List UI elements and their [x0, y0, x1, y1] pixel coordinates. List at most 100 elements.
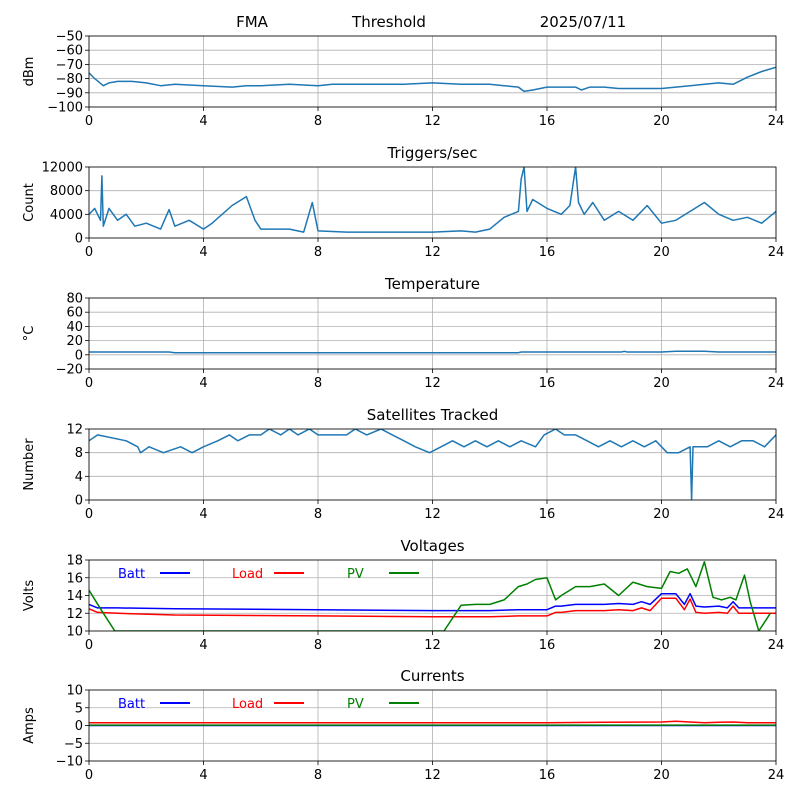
- series-line-2: [89, 561, 771, 631]
- y-tick-label: 10: [66, 625, 83, 640]
- legend-item-1: Load: [232, 567, 304, 582]
- y-tick-label: 12000: [42, 161, 83, 176]
- x-tick-label: 4: [199, 768, 207, 783]
- y-axis-label: Amps: [22, 707, 37, 744]
- x-tick-label: 4: [199, 507, 207, 522]
- legend-label: PV: [347, 697, 364, 712]
- chart-title: Triggers/sec: [387, 144, 478, 162]
- y-tick-label: −90: [56, 86, 83, 101]
- legend-label: Load: [232, 567, 263, 582]
- y-tick-label: −20: [56, 363, 83, 378]
- y-tick-label: 40: [66, 320, 83, 335]
- y-tick-label: 18: [66, 554, 83, 569]
- chart-title: Currents: [400, 667, 464, 685]
- x-tick-label: 16: [539, 638, 556, 653]
- x-tick-label: 12: [424, 245, 441, 260]
- y-tick-label: 0: [75, 494, 83, 509]
- y-tick-label: −70: [56, 58, 83, 73]
- x-tick-label: 16: [539, 376, 556, 391]
- chart-panel-4: 0 4 8 12 16 20 24 10 12 14 16 18 Voltages Volts Batt Lo…: [22, 537, 784, 653]
- y-tick-label: 0: [75, 232, 83, 247]
- x-tick-label: 24: [768, 114, 785, 129]
- y-axis-label: Volts: [22, 580, 37, 612]
- y-tick-label: 0: [75, 348, 83, 363]
- series-line-1: [89, 720, 776, 724]
- legend-label: Batt: [118, 697, 145, 712]
- y-tick-label: 12: [66, 423, 83, 438]
- x-tick-label: 8: [314, 114, 322, 129]
- x-tick-label: 4: [199, 376, 207, 391]
- y-axis-label: Number: [22, 438, 37, 491]
- series-line-1: [89, 597, 776, 618]
- y-tick-label: 16: [66, 571, 83, 586]
- x-tick-label: 12: [424, 114, 441, 129]
- x-tick-label: 8: [314, 507, 322, 522]
- legend-item-0: Batt: [118, 567, 190, 582]
- y-tick-label: 4000: [50, 208, 83, 223]
- x-tick-label: 16: [539, 768, 556, 783]
- x-tick-label: 0: [85, 507, 93, 522]
- y-tick-label: 60: [66, 306, 83, 321]
- chart-panel-3: 0 4 8 12 16 20 24 0 4 8 12 Satellites Tracked Number: [22, 406, 784, 522]
- y-tick-label: −100: [47, 101, 83, 116]
- x-tick-label: 20: [653, 507, 670, 522]
- legend-item-2: PV: [347, 567, 419, 582]
- y-tick-label: −60: [56, 44, 83, 59]
- x-tick-label: 12: [424, 507, 441, 522]
- x-tick-label: 24: [768, 376, 785, 391]
- y-tick-label: 5: [75, 701, 83, 716]
- legend-label: Batt: [118, 567, 145, 582]
- series-line-0: [89, 350, 776, 354]
- chart-title: Satellites Tracked: [367, 406, 498, 424]
- y-tick-label: −10: [56, 755, 83, 770]
- y-tick-label: 8: [75, 446, 83, 461]
- x-tick-label: 8: [314, 638, 322, 653]
- x-tick-label: 24: [768, 245, 785, 260]
- chart-panel-1: 0 4 8 12 16 20 24 0 4000 8000 12000 Triggers/sec Cou…: [22, 144, 784, 260]
- x-tick-label: 0: [85, 245, 93, 260]
- x-tick-label: 16: [539, 507, 556, 522]
- y-axis-label: dBm: [22, 57, 37, 87]
- chart-panel-0: 0 4 8 12 16 20 24 −100−90−80−70−60−50 dBm: [22, 30, 784, 130]
- header-mode: Threshold: [351, 13, 426, 31]
- x-tick-label: 24: [768, 638, 785, 653]
- y-tick-label: 10: [66, 684, 83, 699]
- y-axis-label: Count: [22, 183, 37, 222]
- x-tick-label: 24: [768, 768, 785, 783]
- x-tick-label: 4: [199, 114, 207, 129]
- series-line-0: [89, 592, 776, 612]
- legend-item-0: Batt: [118, 697, 190, 712]
- x-tick-label: 16: [539, 114, 556, 129]
- legend-item-1: Load: [232, 697, 304, 712]
- x-tick-label: 4: [199, 638, 207, 653]
- figure-header: FMA Threshold 2025/07/11: [236, 13, 626, 31]
- x-tick-label: 0: [85, 768, 93, 783]
- x-tick-label: 4: [199, 245, 207, 260]
- x-tick-label: 12: [424, 376, 441, 391]
- x-tick-label: 20: [653, 638, 670, 653]
- chart-panel-5: 0 4 8 12 16 20 24 −10 −5 0 5 10 Currents Amps Batt Load…: [22, 667, 784, 783]
- x-tick-label: 20: [653, 768, 670, 783]
- x-tick-label: 0: [85, 114, 93, 129]
- x-tick-label: 16: [539, 245, 556, 260]
- legend-item-2: PV: [347, 697, 419, 712]
- y-tick-label: 4: [75, 470, 83, 485]
- chart-title: Voltages: [400, 537, 464, 555]
- y-tick-label: 12: [66, 607, 83, 622]
- header-date: 2025/07/11: [540, 13, 626, 31]
- x-tick-label: 20: [653, 376, 670, 391]
- y-tick-label: 0: [75, 719, 83, 734]
- x-tick-label: 8: [314, 245, 322, 260]
- y-tick-label: 80: [66, 292, 83, 307]
- series-line-0: [89, 167, 776, 233]
- chart-title: Temperature: [384, 275, 480, 293]
- x-tick-label: 20: [653, 245, 670, 260]
- x-tick-label: 12: [424, 638, 441, 653]
- y-axis-label: °C: [22, 326, 37, 342]
- header-station: FMA: [236, 13, 269, 31]
- y-tick-label: −5: [64, 737, 83, 752]
- y-tick-label: 14: [66, 589, 83, 604]
- legend-label: Load: [232, 697, 263, 712]
